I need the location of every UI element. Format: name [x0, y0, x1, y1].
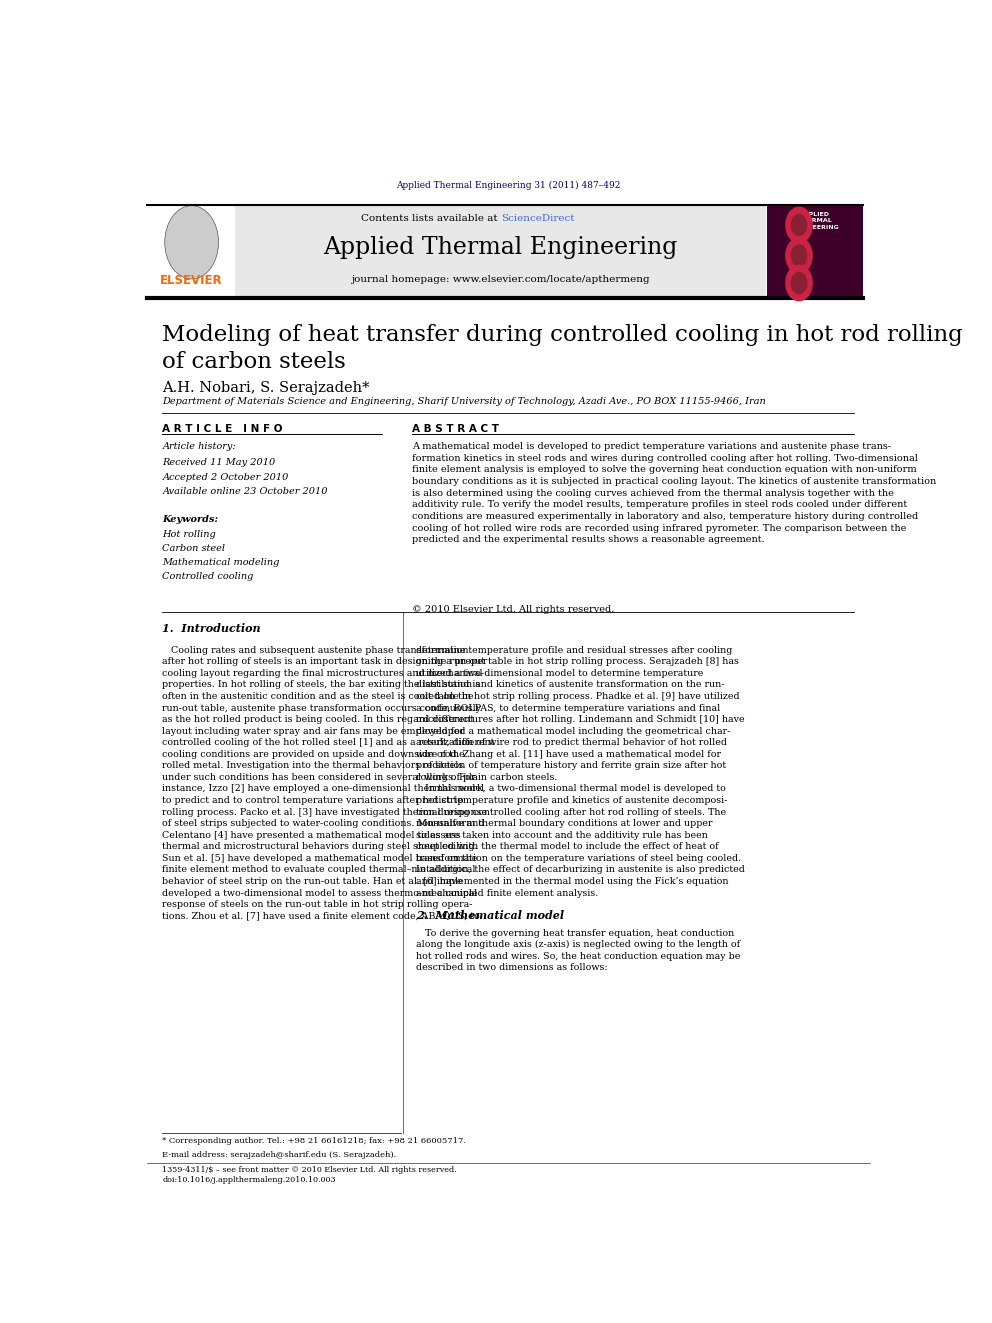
- Text: ELSEVIER: ELSEVIER: [161, 274, 223, 287]
- Text: layout including water spray and air fans may be employed for: layout including water spray and air fan…: [163, 726, 465, 736]
- Text: coupled with the thermal model to include the effect of heat of: coupled with the thermal model to includ…: [417, 843, 719, 851]
- Text: thermal and microstructural behaviors during steel sheet coiling.: thermal and microstructural behaviors du…: [163, 843, 478, 851]
- Text: finite element method to evaluate coupled thermal–metallurgical: finite element method to evaluate couple…: [163, 865, 476, 875]
- Text: sides are taken into account and the additivity rule has been: sides are taken into account and the add…: [417, 831, 708, 840]
- Text: journal homepage: www.elsevier.com/locate/apthermeng: journal homepage: www.elsevier.com/locat…: [351, 275, 650, 284]
- Text: and a coupled finite element analysis.: and a coupled finite element analysis.: [417, 889, 598, 897]
- Text: under such conditions has been considered in several works. For: under such conditions has been considere…: [163, 773, 476, 782]
- Text: rolling of plain carbon steels.: rolling of plain carbon steels.: [417, 773, 558, 782]
- Text: * Corresponding author. Tel.: +98 21 66161218; fax: +98 21 66005717.: * Corresponding author. Tel.: +98 21 661…: [163, 1136, 466, 1144]
- Text: Cooling rates and subsequent austenite phase transformation: Cooling rates and subsequent austenite p…: [163, 646, 469, 655]
- FancyBboxPatch shape: [147, 205, 235, 298]
- Text: Mathematical modeling: Mathematical modeling: [163, 558, 280, 568]
- FancyBboxPatch shape: [231, 205, 766, 298]
- Text: To derive the governing heat transfer equation, heat conduction: To derive the governing heat transfer eq…: [417, 929, 734, 938]
- Text: determine temperature profile and residual stresses after cooling: determine temperature profile and residu…: [417, 646, 732, 655]
- Text: and implemented in the thermal model using the Fick’s equation: and implemented in the thermal model usi…: [417, 877, 729, 886]
- Circle shape: [791, 271, 807, 294]
- Text: often in the austenitic condition and as the steel is cooled on the: often in the austenitic condition and as…: [163, 692, 474, 701]
- Text: developed a mathematical model including the geometrical char-: developed a mathematical model including…: [417, 726, 730, 736]
- Text: microstructures after hot rolling. Lindemann and Schmidt [10] have: microstructures after hot rolling. Linde…: [417, 714, 745, 724]
- Text: A mathematical model is developed to predict temperature variations and austenit: A mathematical model is developed to pre…: [413, 442, 936, 544]
- Text: Controlled cooling: Controlled cooling: [163, 573, 254, 581]
- Text: distribution and kinetics of austenite transformation on the run-: distribution and kinetics of austenite t…: [417, 680, 724, 689]
- Text: cooling layout regarding the final microstructures and mechanical: cooling layout regarding the final micro…: [163, 669, 483, 677]
- Text: after hot rolling of steels is an important task in designing a proper: after hot rolling of steels is an import…: [163, 658, 488, 667]
- Text: cooling conditions are provided on upside and downside of the: cooling conditions are provided on upsid…: [163, 750, 465, 759]
- Text: Keywords:: Keywords:: [163, 515, 218, 524]
- Text: ScienceDirect: ScienceDirect: [501, 214, 574, 222]
- Text: response of steels on the run-out table in hot strip rolling opera-: response of steels on the run-out table …: [163, 900, 473, 909]
- Text: Carbon steel: Carbon steel: [163, 544, 225, 553]
- Text: Contents lists available at: Contents lists available at: [361, 214, 501, 222]
- Text: as the hot rolled product is being cooled. In this regard different: as the hot rolled product is being coole…: [163, 714, 474, 724]
- Text: doi:10.1016/j.applthermaleng.2010.10.003: doi:10.1016/j.applthermaleng.2010.10.003: [163, 1176, 336, 1184]
- Text: instance, Izzo [2] have employed a one-dimensional thermal model: instance, Izzo [2] have employed a one-d…: [163, 785, 484, 794]
- Circle shape: [786, 206, 812, 243]
- Text: tion during controlled cooling after hot rod rolling of steels. The: tion during controlled cooling after hot…: [417, 807, 726, 816]
- Text: Article history:: Article history:: [163, 442, 236, 451]
- Text: non-uniform thermal boundary conditions at lower and upper: non-uniform thermal boundary conditions …: [417, 819, 712, 828]
- Text: In this work, a two-dimensional thermal model is developed to: In this work, a two-dimensional thermal …: [417, 785, 726, 794]
- Text: APPLIED
THERMAL
ENGINEERING: APPLIED THERMAL ENGINEERING: [791, 212, 839, 230]
- Text: Modeling of heat transfer during controlled cooling in hot rod rolling
of carbon: Modeling of heat transfer during control…: [163, 324, 963, 373]
- Text: rolling process. Packo et al. [3] have investigated thermal response: rolling process. Packo et al. [3] have i…: [163, 807, 487, 816]
- Text: transformation on the temperature variations of steel being cooled.: transformation on the temperature variat…: [417, 853, 741, 863]
- Text: of steel strips subjected to water-cooling conditions. Monsalve and: of steel strips subjected to water-cooli…: [163, 819, 485, 828]
- Text: Celentano [4] have presented a mathematical model to assess: Celentano [4] have presented a mathemati…: [163, 831, 461, 840]
- Circle shape: [786, 237, 812, 274]
- Text: predict temperature profile and kinetics of austenite decomposi-: predict temperature profile and kinetics…: [417, 796, 727, 804]
- Text: Hot rolling: Hot rolling: [163, 529, 216, 538]
- Text: Accepted 2 October 2010: Accepted 2 October 2010: [163, 472, 289, 482]
- Text: behavior of steel strip on the run-out table. Han et al. [6] have: behavior of steel strip on the run-out t…: [163, 877, 463, 886]
- Text: Applied Thermal Engineering: Applied Thermal Engineering: [323, 237, 678, 259]
- Text: properties. In hot rolling of steels, the bar exiting the last stand is: properties. In hot rolling of steels, th…: [163, 680, 481, 689]
- Text: A.H. Nobari, S. Serajzadeh*: A.H. Nobari, S. Serajzadeh*: [163, 381, 370, 394]
- Text: to predict and to control temperature variations after hot strip: to predict and to control temperature va…: [163, 796, 464, 804]
- Text: described in two dimensions as follows:: described in two dimensions as follows:: [417, 963, 608, 972]
- Text: on the run-out table in hot strip rolling process. Serajzadeh [8] has: on the run-out table in hot strip rollin…: [417, 658, 739, 667]
- Text: Applied Thermal Engineering 31 (2011) 487–492: Applied Thermal Engineering 31 (2011) 48…: [396, 181, 621, 191]
- Text: 1.  Introduction: 1. Introduction: [163, 623, 261, 634]
- Text: © 2010 Elsevier Ltd. All rights reserved.: © 2010 Elsevier Ltd. All rights reserved…: [413, 605, 615, 614]
- Text: run-out table, austenite phase transformation occurs continuously: run-out table, austenite phase transform…: [163, 704, 481, 713]
- Circle shape: [786, 265, 812, 302]
- Text: developed a two-dimensional model to assess thermo-mechanical: developed a two-dimensional model to ass…: [163, 889, 478, 897]
- Text: In addition, the effect of decarburizing in austenite is also predicted: In addition, the effect of decarburizing…: [417, 865, 745, 875]
- Text: A B S T R A C T: A B S T R A C T: [413, 423, 499, 434]
- Text: utilized a two-dimensional model to determine temperature: utilized a two-dimensional model to dete…: [417, 669, 703, 677]
- Text: Department of Materials Science and Engineering, Sharif University of Technology: Department of Materials Science and Engi…: [163, 397, 766, 406]
- Text: 2.  Mathematical model: 2. Mathematical model: [417, 910, 564, 921]
- Text: wire rod. Zhang et al. [11] have used a mathematical model for: wire rod. Zhang et al. [11] have used a …: [417, 750, 721, 759]
- Text: out table in hot strip rolling process. Phadke et al. [9] have utilized: out table in hot strip rolling process. …: [417, 692, 740, 701]
- Text: E-mail address: serajzadeh@sharif.edu (S. Serajzadeh).: E-mail address: serajzadeh@sharif.edu (S…: [163, 1151, 397, 1159]
- Text: Sun et al. [5] have developed a mathematical model based on the: Sun et al. [5] have developed a mathemat…: [163, 853, 478, 863]
- Text: rolled metal. Investigation into the thermal behaviors of steels: rolled metal. Investigation into the the…: [163, 761, 463, 770]
- Text: hot rolled rods and wires. So, the heat conduction equation may be: hot rolled rods and wires. So, the heat …: [417, 951, 740, 960]
- Text: tions. Zhou et al. [7] have used a finite element code, ABAQUS, to: tions. Zhou et al. [7] have used a finit…: [163, 912, 480, 921]
- Ellipse shape: [165, 205, 218, 279]
- Circle shape: [791, 245, 807, 267]
- Text: 1359-4311/$ – see front matter © 2010 Elsevier Ltd. All rights reserved.: 1359-4311/$ – see front matter © 2010 El…: [163, 1167, 457, 1175]
- Text: a code, ROLPAS, to determine temperature variations and final: a code, ROLPAS, to determine temperature…: [417, 704, 720, 713]
- Text: Received 11 May 2010: Received 11 May 2010: [163, 458, 276, 467]
- Circle shape: [791, 214, 807, 237]
- Text: controlled cooling of the hot rolled steel [1] and as a result, different: controlled cooling of the hot rolled ste…: [163, 738, 495, 747]
- Text: prediction of temperature history and ferrite grain size after hot: prediction of temperature history and fe…: [417, 761, 726, 770]
- Text: acterization of wire rod to predict thermal behavior of hot rolled: acterization of wire rod to predict ther…: [417, 738, 727, 747]
- Text: Available online 23 October 2010: Available online 23 October 2010: [163, 487, 328, 496]
- FancyBboxPatch shape: [767, 205, 863, 298]
- Text: A R T I C L E   I N F O: A R T I C L E I N F O: [163, 423, 283, 434]
- Text: along the longitude axis (z-axis) is neglected owing to the length of: along the longitude axis (z-axis) is neg…: [417, 941, 740, 950]
